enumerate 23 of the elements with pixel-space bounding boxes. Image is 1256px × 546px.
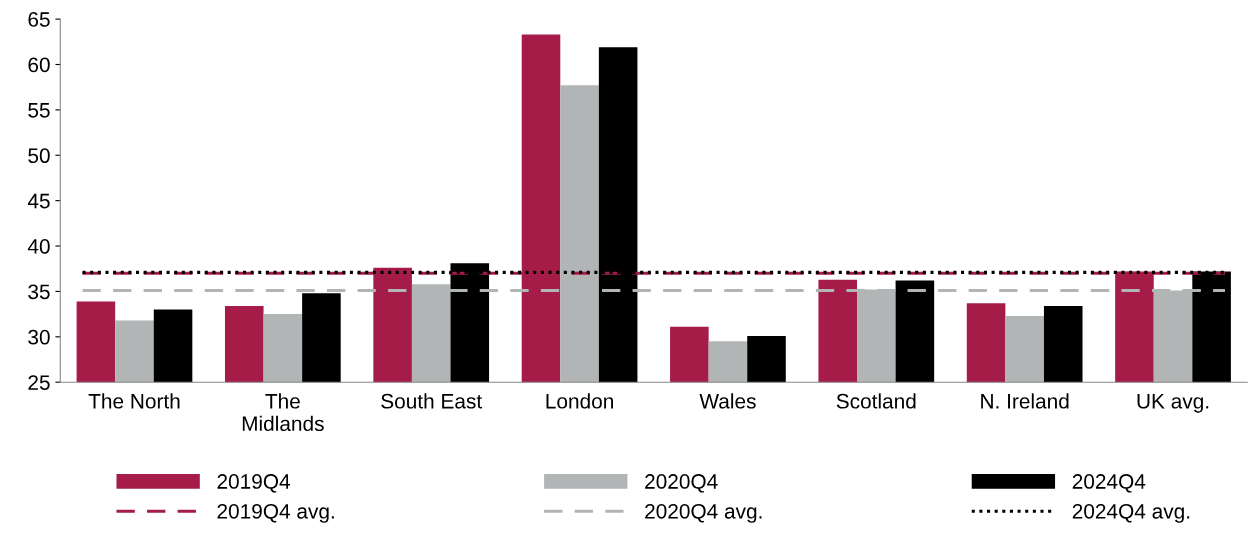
x-tick-label: London — [546, 393, 613, 409]
y-tick-label: 25 — [28, 375, 50, 390]
y-tick-label: 60 — [28, 57, 50, 73]
legend-label: 2019Q4 avg. — [217, 503, 334, 523]
x-tick-label: The North — [88, 393, 180, 409]
y-tick-label: 35 — [28, 284, 50, 300]
legend-label: 2020Q4 — [645, 474, 718, 493]
x-tick-label: South East — [381, 393, 483, 409]
legend-label: 2019Q4 — [217, 474, 290, 493]
y-tick-label: 45 — [27, 193, 50, 209]
legend-label: 2024Q4 — [1072, 474, 1146, 493]
y-tick-label: 65 — [28, 12, 50, 27]
x-tick-label: N. Ireland — [981, 393, 1069, 409]
legend-label: 2020Q4 avg. — [645, 503, 762, 523]
x-tick-label: The Midlands — [242, 393, 324, 432]
x-tick-label: Wales — [699, 393, 756, 409]
y-tick-label: 55 — [28, 103, 50, 118]
y-tick-label: 40 — [27, 239, 50, 254]
legend-label: 2024Q4 avg. — [1072, 503, 1190, 523]
y-tick-label: 50 — [28, 148, 50, 164]
y-tick-label: 30 — [28, 329, 50, 345]
x-tick-label: UK avg. — [1137, 394, 1209, 413]
x-tick-label: Scotland — [836, 393, 916, 409]
